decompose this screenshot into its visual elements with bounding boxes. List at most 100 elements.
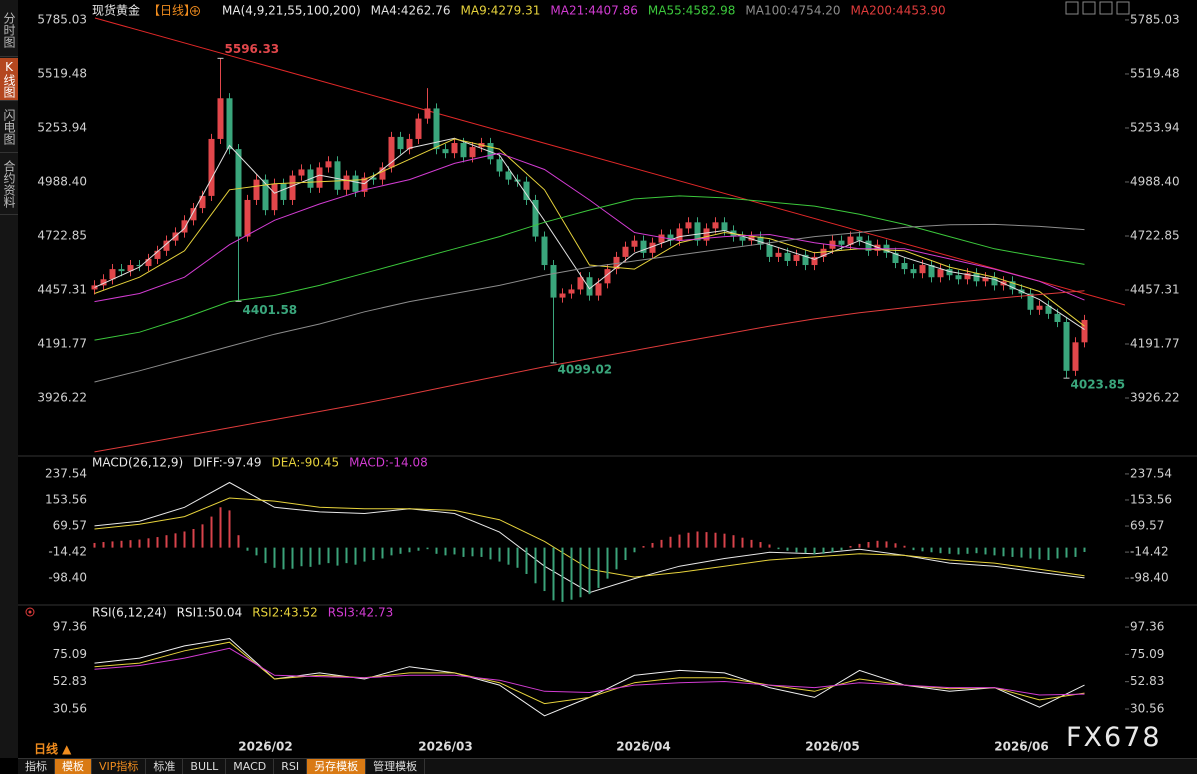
candle-body xyxy=(289,175,296,200)
toolbar-button[interactable]: VIP指标 xyxy=(92,759,147,774)
y-tick-label: 5519.48 xyxy=(1130,66,1180,80)
candle-body xyxy=(703,228,710,241)
candle-body xyxy=(757,236,764,245)
candle-body xyxy=(694,222,701,241)
y-tick-label: 4191.77 xyxy=(37,337,87,351)
y-tick-label: 4457.31 xyxy=(1130,282,1180,296)
candle-body xyxy=(469,147,476,158)
window-icons[interactable] xyxy=(1065,1,1130,15)
watermark: FX678 xyxy=(1066,722,1162,753)
x-tick-label: 2026/03 xyxy=(418,740,472,754)
candle-body xyxy=(325,161,332,168)
candle-body xyxy=(541,236,548,266)
candle-body xyxy=(334,161,341,190)
candle-body xyxy=(1072,342,1079,371)
candle-body xyxy=(532,199,539,237)
side-tabs: 分时图 K线图 闪电图 合约资料 xyxy=(0,0,18,758)
legend-entry: DIFF:-97.49 xyxy=(193,456,261,470)
candle-body xyxy=(352,175,359,192)
ma-line xyxy=(94,152,1085,303)
candle-body xyxy=(847,236,854,245)
side-tab[interactable]: 闪电图 xyxy=(0,102,18,153)
side-tab[interactable]: 合约资料 xyxy=(0,154,18,215)
y-tick-label: 5253.94 xyxy=(1130,120,1180,134)
icon[interactable] xyxy=(1065,1,1079,15)
candle-body xyxy=(415,118,422,139)
candle-body xyxy=(271,183,278,211)
y-tick-label: 3926.22 xyxy=(37,391,87,405)
toolbar-button[interactable]: 指标 xyxy=(18,759,55,774)
y-tick-label: 75.09 xyxy=(53,647,87,661)
toolbar-button[interactable]: 管理模板 xyxy=(366,759,426,774)
candle-body xyxy=(946,269,953,276)
legend-entry: DEA:-90.45 xyxy=(272,456,340,470)
candle-body xyxy=(865,240,872,251)
panel-title: MACD(26,12,9) xyxy=(92,456,183,470)
candle-body xyxy=(622,246,629,257)
candle-body xyxy=(577,277,584,290)
candle-body xyxy=(649,242,656,253)
side-tab[interactable]: 分时图 xyxy=(0,4,18,57)
settings-icon[interactable] xyxy=(25,607,35,617)
candle-body xyxy=(397,136,404,150)
icon[interactable] xyxy=(1099,1,1113,15)
icon[interactable] xyxy=(1116,1,1130,15)
candle-body xyxy=(721,222,728,231)
candle-body xyxy=(550,265,557,298)
ma-line xyxy=(94,195,1085,341)
y-tick-label: 153.56 xyxy=(1130,492,1172,506)
candle-body xyxy=(388,136,395,168)
candle-body xyxy=(523,181,530,200)
toolbar-button[interactable]: 标准 xyxy=(146,759,184,774)
candle-body xyxy=(181,220,188,233)
y-tick-label: 4988.40 xyxy=(37,174,87,188)
y-tick-label: 52.83 xyxy=(1130,674,1164,688)
candle-body xyxy=(235,149,242,237)
y-tick-label: 52.83 xyxy=(53,674,87,688)
y-tick-label: 237.54 xyxy=(1130,466,1172,480)
candle-body xyxy=(100,279,107,286)
candle-body xyxy=(685,222,692,229)
candle-body xyxy=(982,277,989,282)
toolbar-button[interactable]: 另存模板 xyxy=(307,759,367,774)
candle-body xyxy=(595,283,602,296)
candle-body xyxy=(1036,305,1043,310)
toolbar-button[interactable]: RSI xyxy=(274,759,308,774)
candle-body xyxy=(559,293,566,298)
candle-body xyxy=(802,254,809,266)
candle-body xyxy=(1081,319,1088,343)
toolbar-button[interactable]: BULL xyxy=(183,759,227,774)
toolbar-button[interactable]: MACD xyxy=(226,759,275,774)
candle-body xyxy=(217,98,224,139)
ma-line xyxy=(94,647,1085,696)
toolbar: 指标 模板 VIP指标 标准 BULL MACD RSI 另存模板 管理模板 xyxy=(18,758,1197,774)
legend-entry: RSI1:50.04 xyxy=(177,606,243,620)
candle-body xyxy=(262,179,269,211)
add-icon[interactable] xyxy=(190,6,200,16)
y-tick-label: 5785.03 xyxy=(37,12,87,26)
candle-body xyxy=(910,269,917,274)
candle-body xyxy=(964,273,971,280)
icon[interactable] xyxy=(1082,1,1096,15)
toolbar-button[interactable]: 模板 xyxy=(55,759,92,774)
background xyxy=(0,0,1197,758)
candle-body xyxy=(136,265,143,267)
candle-body xyxy=(667,234,674,241)
x-tick-label: 2026/04 xyxy=(616,740,670,754)
ma-line xyxy=(94,223,1085,383)
candle-body xyxy=(640,240,647,253)
period-selector[interactable]: 日线 ▲ xyxy=(34,742,72,756)
candle-body xyxy=(487,143,494,160)
candle-body xyxy=(127,265,134,272)
legend-entry: RSI3:42.73 xyxy=(328,606,394,620)
candle-body xyxy=(433,108,440,150)
y-tick-label: -98.40 xyxy=(48,571,87,585)
candle-body xyxy=(163,240,170,251)
y-tick-label: 69.57 xyxy=(53,519,87,533)
candle-body xyxy=(1009,281,1016,290)
candle-body xyxy=(343,175,350,190)
extreme-label: 5596.33 xyxy=(225,42,280,56)
side-tab[interactable]: K线图 xyxy=(0,58,18,101)
y-tick-label: 3926.22 xyxy=(1130,391,1180,405)
